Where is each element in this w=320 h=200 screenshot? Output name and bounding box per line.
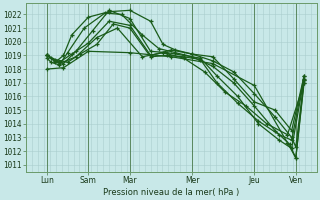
- X-axis label: Pression niveau de la mer( hPa ): Pression niveau de la mer( hPa ): [103, 188, 239, 197]
